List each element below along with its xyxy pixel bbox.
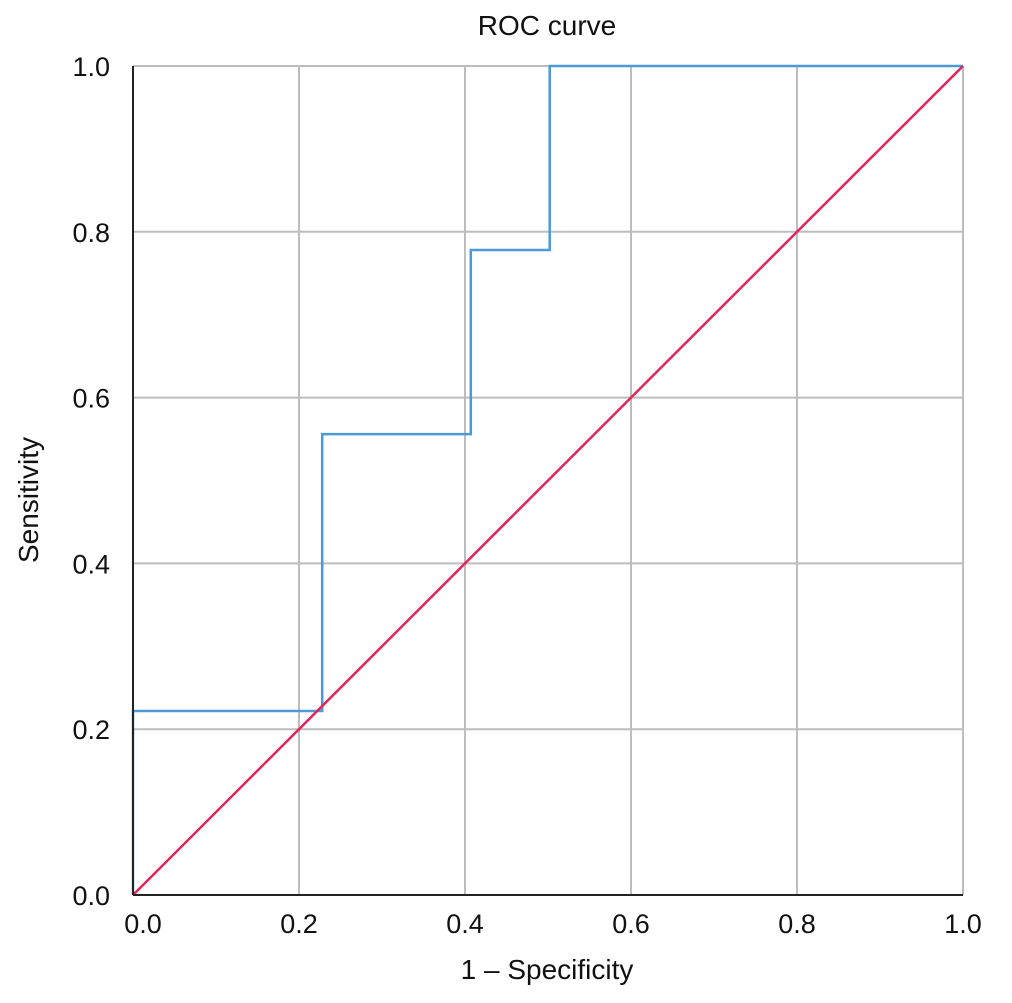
y-tick-label: 0.4 — [72, 549, 110, 579]
series-layer — [131, 64, 964, 896]
reference-diagonal-line — [132, 65, 964, 896]
x-tick-label: 0.6 — [612, 909, 650, 939]
y-tick-label: 0.2 — [72, 715, 110, 745]
y-axis-title: Sensitivity — [13, 437, 44, 563]
chart-title: ROC curve — [478, 10, 616, 41]
y-tick-label: 0.6 — [72, 384, 110, 414]
grid — [132, 65, 964, 896]
x-tick-label: 0.0 — [124, 909, 162, 939]
y-tick-label: 1.0 — [72, 52, 110, 82]
y-tick-label: 0.0 — [72, 881, 110, 911]
x-tick-label: 1.0 — [944, 909, 982, 939]
tick-labels: 0.0 0.2 0.4 0.6 0.8 1.0 0.0 0.2 0.4 0.6 0.8 1.0 — [72, 52, 981, 939]
x-tick-label: 0.4 — [446, 909, 484, 939]
x-axis-title: 1 – Specificity — [461, 954, 634, 985]
x-tick-label: 0.8 — [778, 909, 816, 939]
x-tick-label: 0.2 — [280, 909, 318, 939]
roc-curve-line — [131, 64, 963, 895]
y-tick-label: 0.8 — [72, 218, 110, 248]
